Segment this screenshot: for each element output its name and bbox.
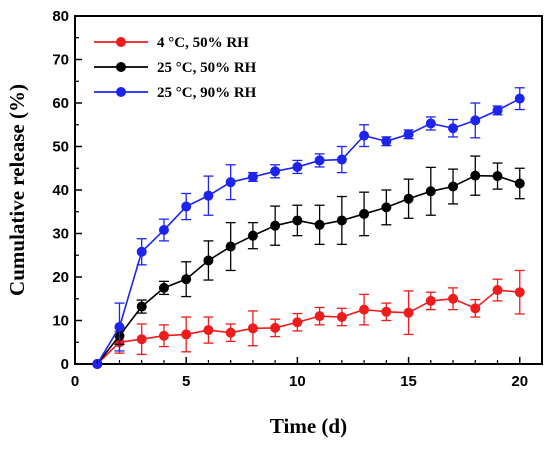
data-point <box>514 93 525 104</box>
legend-label: 25 °C, 90% RH <box>157 85 257 101</box>
data-point <box>448 123 459 134</box>
series-2 <box>92 155 525 369</box>
data-point <box>247 323 258 334</box>
legend-marker <box>116 87 126 97</box>
data-point <box>181 274 192 285</box>
data-point <box>292 161 303 172</box>
data-point <box>114 322 125 333</box>
data-point <box>492 171 503 182</box>
data-point <box>470 115 481 126</box>
y-tick-label: 60 <box>52 95 69 112</box>
data-point <box>336 312 347 323</box>
y-tick-label: 80 <box>52 8 69 25</box>
data-point <box>359 208 370 219</box>
data-point <box>203 190 214 201</box>
legend-label: 25 °C, 50% RH <box>157 60 257 76</box>
data-point <box>270 220 281 231</box>
data-point <box>448 181 459 192</box>
data-point <box>425 118 436 129</box>
series-1 <box>92 269 525 369</box>
legend-label: 4 °C, 50% RH <box>157 35 249 51</box>
axes-layer: 0 5 10 15 20 0 10 20 30 40 50 60 70 80 <box>52 8 543 390</box>
data-point <box>203 325 214 336</box>
data-point <box>292 317 303 328</box>
series-layer <box>92 87 525 369</box>
legend-item-2: 25 °C, 50% RH <box>94 60 257 76</box>
y-tick-label: 10 <box>52 313 69 330</box>
data-point <box>403 193 414 204</box>
data-point <box>470 170 481 181</box>
data-point <box>136 334 147 345</box>
data-point <box>158 225 169 236</box>
data-point <box>314 155 325 166</box>
data-point <box>158 330 169 341</box>
data-point <box>492 285 503 296</box>
data-point <box>292 215 303 226</box>
data-point <box>492 105 503 116</box>
data-point <box>181 201 192 212</box>
data-point <box>136 301 147 312</box>
data-point <box>381 306 392 317</box>
x-tick-label: 0 <box>71 373 79 390</box>
data-point <box>514 287 525 298</box>
data-point <box>203 255 214 266</box>
y-tick-label: 30 <box>52 226 69 243</box>
y-tick-label: 50 <box>52 139 69 156</box>
data-point <box>136 246 147 257</box>
y-tick-label: 0 <box>61 356 69 373</box>
data-point <box>314 219 325 230</box>
data-point <box>336 154 347 165</box>
data-point <box>270 166 281 177</box>
data-point <box>448 293 459 304</box>
y-tick-label: 40 <box>52 182 69 199</box>
data-point <box>425 186 436 197</box>
y-axis-title: Cumulative release (%) <box>5 84 29 296</box>
legend-marker <box>116 37 126 47</box>
data-point <box>381 202 392 213</box>
data-point <box>225 327 236 338</box>
data-point <box>336 215 347 226</box>
data-point <box>247 230 258 241</box>
legend-item-1: 4 °C, 50% RH <box>94 35 249 51</box>
data-point <box>270 322 281 333</box>
x-tick-label: 5 <box>182 373 190 390</box>
legend: 4 °C, 50% RH 25 °C, 50% RH 25 °C, 90% RH <box>94 35 257 101</box>
data-point <box>403 129 414 140</box>
x-tick-label: 15 <box>400 373 417 390</box>
data-point <box>247 171 258 182</box>
data-point <box>381 136 392 147</box>
data-point <box>403 307 414 318</box>
legend-marker <box>116 62 126 72</box>
data-point <box>359 130 370 141</box>
legend-item-3: 25 °C, 90% RH <box>94 85 257 101</box>
y-tick-label: 20 <box>52 269 69 286</box>
data-point <box>158 282 169 293</box>
data-point <box>181 329 192 340</box>
data-point <box>225 177 236 188</box>
x-tick-label: 20 <box>511 373 528 390</box>
data-point <box>470 303 481 314</box>
data-point <box>314 311 325 322</box>
data-point <box>225 241 236 252</box>
series-3 <box>92 87 525 369</box>
data-point <box>514 178 525 189</box>
x-tick-label: 10 <box>289 373 306 390</box>
data-point <box>359 304 370 315</box>
x-axis-title: Time (d) <box>270 414 347 438</box>
data-point <box>425 295 436 306</box>
y-tick-label: 70 <box>52 52 69 69</box>
